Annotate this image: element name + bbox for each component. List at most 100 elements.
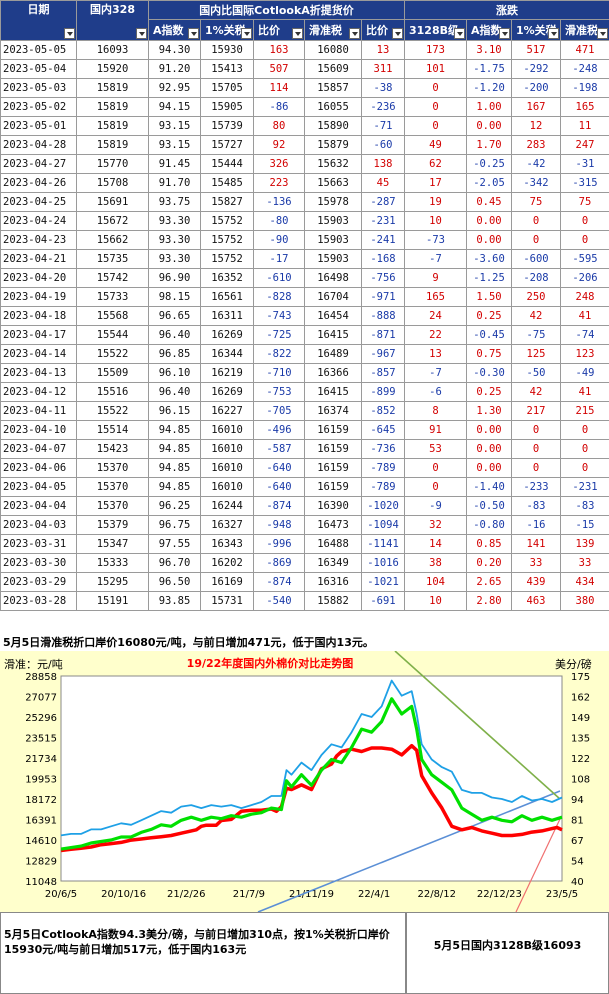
table-cell[interactable]: -90	[253, 230, 305, 250]
table-cell[interactable]: 15444	[200, 154, 254, 174]
table-cell[interactable]: 0	[404, 78, 467, 98]
table-cell[interactable]: 16454	[304, 306, 362, 326]
table-cell[interactable]: -15	[560, 515, 609, 535]
table-cell[interactable]: 125	[511, 344, 561, 364]
table-cell[interactable]: 2023-04-11	[0, 401, 77, 421]
table-cell[interactable]: 15905	[200, 97, 254, 117]
table-cell[interactable]: 248	[560, 287, 609, 307]
table-cell[interactable]: -857	[361, 363, 405, 383]
table-cell[interactable]: -86	[253, 97, 305, 117]
col-header-date[interactable]: 日期	[0, 0, 77, 41]
table-cell[interactable]: 2023-04-12	[0, 382, 77, 402]
table-cell[interactable]: 16311	[200, 306, 254, 326]
table-cell[interactable]: -1021	[361, 572, 405, 592]
filter-dropdown-icon[interactable]	[136, 28, 147, 39]
filter-dropdown-icon[interactable]	[548, 28, 559, 39]
table-cell[interactable]: 13	[404, 344, 467, 364]
table-cell[interactable]: 16415	[304, 325, 362, 345]
table-cell[interactable]: 15879	[304, 135, 362, 155]
table-cell[interactable]: -600	[511, 249, 561, 269]
table-cell[interactable]: -0.25	[466, 154, 512, 174]
table-cell[interactable]: 15903	[304, 230, 362, 250]
table-cell[interactable]: 15903	[304, 211, 362, 231]
table-cell[interactable]: 0	[404, 458, 467, 478]
filter-dropdown-icon[interactable]	[597, 28, 608, 39]
table-cell[interactable]: 96.25	[148, 496, 201, 516]
table-cell[interactable]: -874	[253, 496, 305, 516]
table-cell[interactable]: -9	[404, 496, 467, 516]
table-cell[interactable]: 217	[511, 401, 561, 421]
table-cell[interactable]: 167	[511, 97, 561, 117]
table-cell[interactable]: -1.75	[466, 59, 512, 79]
table-cell[interactable]: 16374	[304, 401, 362, 421]
table-cell[interactable]: -16	[511, 515, 561, 535]
table-cell[interactable]: -208	[511, 268, 561, 288]
table-cell[interactable]: 15662	[76, 230, 149, 250]
table-cell[interactable]: -610	[253, 268, 305, 288]
table-cell[interactable]: 96.70	[148, 553, 201, 573]
table-cell[interactable]: -496	[253, 420, 305, 440]
filter-dropdown-icon[interactable]	[188, 28, 199, 39]
table-cell[interactable]: 16080	[304, 40, 362, 60]
table-cell[interactable]: 1.50	[466, 287, 512, 307]
table-cell[interactable]: 16159	[304, 477, 362, 497]
table-cell[interactable]: 94.85	[148, 477, 201, 497]
table-cell[interactable]: 96.15	[148, 401, 201, 421]
table-cell[interactable]: -725	[253, 325, 305, 345]
table-cell[interactable]: 15735	[76, 249, 149, 269]
table-cell[interactable]: 2023-04-10	[0, 420, 77, 440]
table-cell[interactable]: -60	[361, 135, 405, 155]
table-cell[interactable]: 507	[253, 59, 305, 79]
col-header-a-index-chg[interactable]: A指数	[466, 19, 512, 41]
table-cell[interactable]: -852	[361, 401, 405, 421]
table-cell[interactable]: 97.55	[148, 534, 201, 554]
table-cell[interactable]: 0	[560, 211, 609, 231]
table-cell[interactable]: 2023-04-20	[0, 268, 77, 288]
table-cell[interactable]: 463	[511, 591, 561, 611]
table-cell[interactable]: 2023-04-13	[0, 363, 77, 383]
col-header-ratio-2[interactable]: 比价	[361, 19, 405, 41]
table-cell[interactable]: 138	[361, 154, 405, 174]
table-cell[interactable]: -198	[560, 78, 609, 98]
table-cell[interactable]: -736	[361, 439, 405, 459]
table-cell[interactable]: 16010	[200, 458, 254, 478]
table-cell[interactable]: 96.75	[148, 515, 201, 535]
table-cell[interactable]: 15819	[76, 116, 149, 136]
filter-dropdown-icon[interactable]	[292, 28, 303, 39]
table-cell[interactable]: 2023-04-05	[0, 477, 77, 497]
table-cell[interactable]: 283	[511, 135, 561, 155]
table-cell[interactable]: 15819	[76, 97, 149, 117]
table-cell[interactable]: 0	[511, 458, 561, 478]
table-cell[interactable]: 223	[253, 173, 305, 193]
table-cell[interactable]: 15609	[304, 59, 362, 79]
table-cell[interactable]: -948	[253, 515, 305, 535]
table-cell[interactable]: 93.30	[148, 211, 201, 231]
table-cell[interactable]: 250	[511, 287, 561, 307]
table-cell[interactable]: 2023-04-23	[0, 230, 77, 250]
col-header-1pct-tariff[interactable]: 1%关税	[200, 19, 254, 41]
table-cell[interactable]: 16473	[304, 515, 362, 535]
table-cell[interactable]: 15752	[200, 249, 254, 269]
table-cell[interactable]: 93.15	[148, 135, 201, 155]
col-header-domestic[interactable]: 国内328	[76, 0, 149, 41]
table-cell[interactable]: 0.45	[466, 192, 512, 212]
table-cell[interactable]: 16159	[304, 420, 362, 440]
table-cell[interactable]: 0	[404, 97, 467, 117]
table-cell[interactable]: 2023-04-25	[0, 192, 77, 212]
table-cell[interactable]: 15930	[200, 40, 254, 60]
table-cell[interactable]: 15516	[76, 382, 149, 402]
table-cell[interactable]: 16316	[304, 572, 362, 592]
table-cell[interactable]: 91.45	[148, 154, 201, 174]
table-cell[interactable]: -6	[404, 382, 467, 402]
table-cell[interactable]: 15544	[76, 325, 149, 345]
table-cell[interactable]: 8	[404, 401, 467, 421]
table-cell[interactable]: 93.15	[148, 116, 201, 136]
table-cell[interactable]: 2023-04-04	[0, 496, 77, 516]
table-cell[interactable]: 15705	[200, 78, 254, 98]
table-cell[interactable]: -287	[361, 192, 405, 212]
table-cell[interactable]: 16390	[304, 496, 362, 516]
table-cell[interactable]: 2.80	[466, 591, 512, 611]
table-cell[interactable]: 2023-05-02	[0, 97, 77, 117]
table-cell[interactable]: 16010	[200, 477, 254, 497]
table-cell[interactable]: 15672	[76, 211, 149, 231]
